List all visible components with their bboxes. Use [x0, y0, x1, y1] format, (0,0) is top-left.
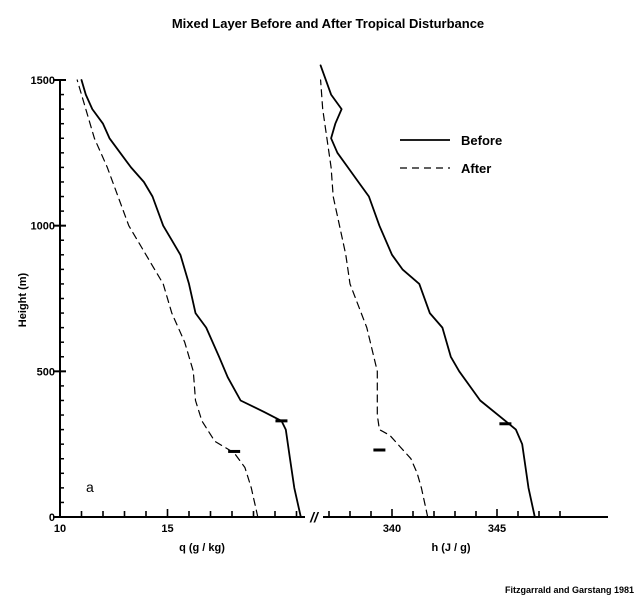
ticks: 0 500 1000 1500 10 15 340 345	[31, 75, 561, 535]
legend: Before After	[400, 133, 502, 176]
series	[76, 64, 536, 518]
series-line-before-q	[80, 79, 302, 518]
x-tick-label: 340	[383, 523, 401, 535]
chart-title: Mixed Layer Before and After Tropical Di…	[172, 16, 484, 31]
legend-after-label: After	[461, 161, 491, 176]
x-tick-label: 345	[488, 523, 506, 535]
series-line-after-q	[76, 79, 259, 518]
y-axis-label: Height (m)	[17, 272, 29, 327]
series-line-after-h	[320, 79, 429, 518]
y-tick-label: 500	[37, 366, 55, 378]
x-axis-label-h: h (J / g)	[431, 542, 470, 554]
x-tick-label: 10	[54, 523, 66, 535]
axis-break-mark: //	[309, 509, 320, 525]
panel-label: a	[86, 479, 94, 495]
series-line-before-h	[319, 64, 536, 518]
x-tick-label: 15	[161, 523, 173, 535]
y-tick-label: 1500	[31, 75, 55, 87]
source-credit: Fitzgarrald and Garstang 1981	[505, 585, 634, 595]
axis-break-gap	[305, 506, 323, 526]
legend-before-label: Before	[461, 133, 502, 148]
y-tick-label: 1000	[31, 221, 55, 233]
y-tick-label: 0	[49, 512, 55, 524]
x-axis-label-q: q (g / kg)	[179, 542, 225, 554]
